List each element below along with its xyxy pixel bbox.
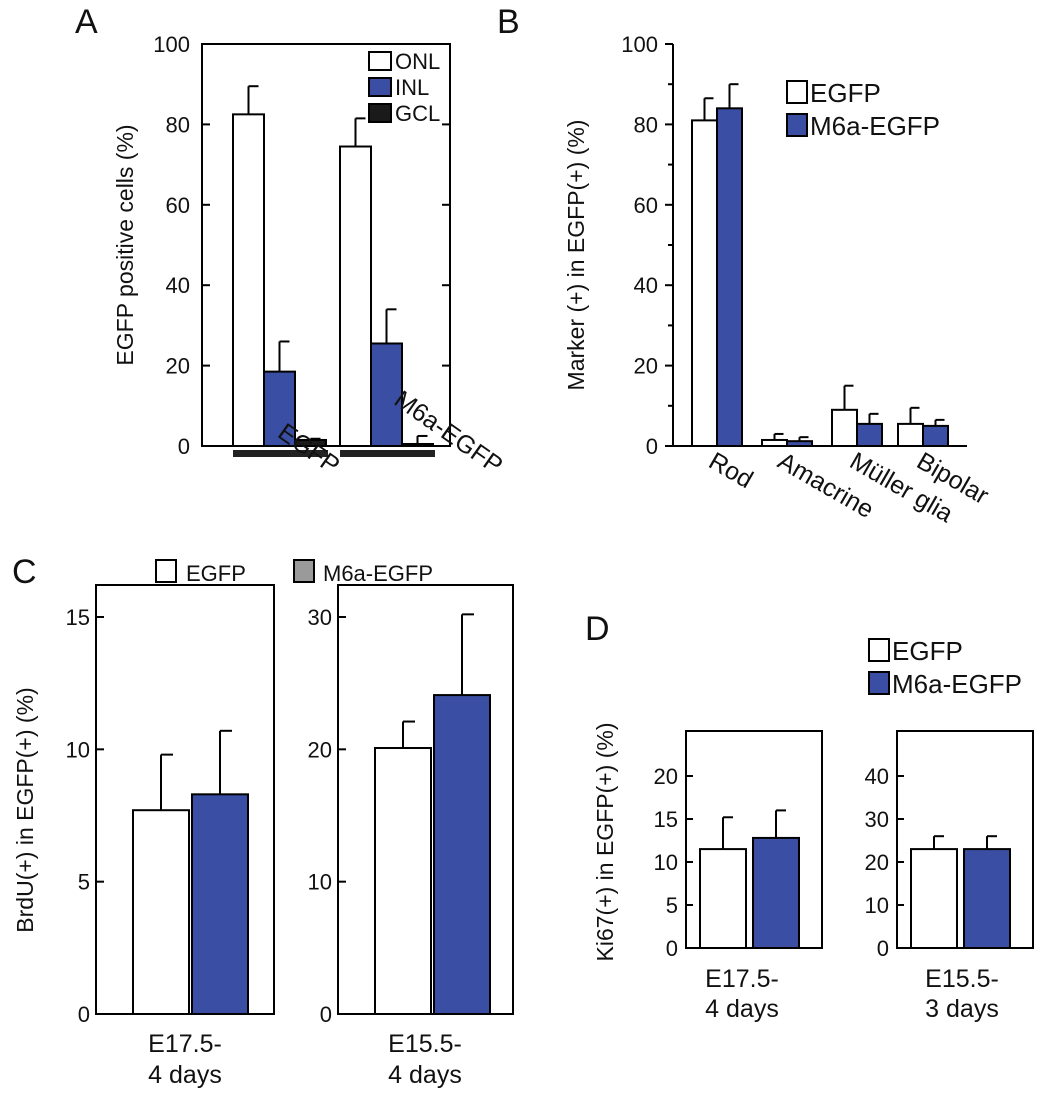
d-ytick-label: 10 [654, 850, 678, 875]
a-ytick-label: 100 [153, 32, 190, 57]
c-ytick-label: 30 [308, 605, 332, 630]
legend-label-b: M6a-EGFP [810, 111, 940, 141]
d-ytick-label: 10 [865, 893, 889, 918]
bar-a-inl [370, 342, 403, 447]
legend-label-b: EGFP [810, 78, 881, 108]
c-ytick-label: 10 [308, 870, 332, 895]
a-ytick-label: 0 [178, 434, 190, 459]
legend-swatch-d [868, 671, 890, 695]
b-ytick-label: 0 [646, 434, 658, 459]
b-ytick-label: 40 [634, 273, 658, 298]
bar-a-gcl [401, 442, 434, 447]
d-ytick-label: 0 [877, 936, 889, 961]
d-ytick-label: 40 [865, 764, 889, 789]
d-ytick-label: 20 [654, 764, 678, 789]
bar-b [716, 107, 743, 447]
b-ytick-label: 20 [634, 354, 658, 379]
legend-label-a: INL [395, 75, 429, 100]
panel-label-b: B [497, 3, 520, 41]
c-ytick-label: 20 [308, 737, 332, 762]
bar-d [963, 848, 1011, 949]
bar-b [761, 438, 788, 448]
legend-swatch-b [786, 80, 808, 104]
bar-d [752, 836, 800, 949]
d-ytick-label: 5 [666, 893, 678, 918]
xcat-d-line1: E15.5- [925, 965, 999, 993]
xcat-b: Rod [704, 447, 758, 494]
ylabel-b: Marker (+) in EGFP(+) (%) [563, 120, 589, 391]
legend-swatch-a [368, 51, 392, 71]
xcat-a: M6a-EGFP [389, 385, 507, 480]
bar-b [786, 440, 813, 447]
legend-label-a: ONL [395, 49, 440, 74]
bar-a-onl [232, 113, 265, 447]
legend-swatch-c [155, 559, 177, 583]
c-ytick-label: 0 [320, 1002, 332, 1027]
b-ytick-label: 100 [621, 32, 658, 57]
legend-label-c: EGFP [186, 561, 246, 586]
legend-swatch-c [293, 559, 315, 583]
bar-d [910, 848, 958, 949]
bar-b [831, 408, 858, 448]
panel-a: A EGFP positive cells (%) 0 20 40 60 80 100 EG… [75, 3, 508, 480]
xcat-d-line2: 3 days [925, 995, 999, 1023]
bar-a-inl [263, 370, 296, 448]
legend-label-d: EGFP [892, 636, 963, 666]
c-ytick-label: 10 [66, 737, 90, 762]
bar-b [897, 422, 924, 448]
c-ytick-label: 0 [78, 1002, 90, 1027]
ylabel-a: EGFP positive cells (%) [112, 124, 138, 365]
group-underline-a [233, 450, 328, 457]
panel-label-c: C [12, 553, 37, 591]
group-underline-a [340, 450, 435, 457]
panel-b: B Marker (+) in EGFP(+) (%) 0 20 40 60 80 100… [497, 3, 993, 528]
b-ytick-label: 80 [634, 112, 658, 137]
b-ytick-label: 60 [634, 193, 658, 218]
c-ytick-label: 15 [66, 605, 90, 630]
d-ytick-label: 0 [666, 936, 678, 961]
bar-c [132, 809, 190, 1015]
plot-c: EGFP M6a-EGFP 0 5 10 15 E17.5- 4 days 0 10 20 30 E15… [66, 559, 514, 1089]
xcat-c-line2: 4 days [388, 1061, 462, 1089]
bar-d [699, 848, 747, 949]
legend-swatch-b [786, 113, 808, 137]
d-ytick-label: 15 [654, 807, 678, 832]
bar-b [691, 119, 718, 447]
a-ytick-label: 20 [166, 354, 190, 379]
panel-c: C BrdU(+) in EGFP(+) (%) EGFP M6a-EGFP 0 5 1… [12, 553, 514, 1089]
ylabel-c: BrdU(+) in EGFP(+) (%) [12, 687, 38, 932]
bar-c [374, 747, 432, 1015]
xcat-d-line1: E17.5- [705, 965, 779, 993]
xcat-c-line2: 4 days [148, 1061, 222, 1089]
legend-swatch-a [368, 77, 392, 97]
xcat-c-line1: E17.5- [148, 1030, 222, 1058]
a-ytick-label: 60 [166, 193, 190, 218]
bar-a-onl [339, 145, 372, 447]
bar-b [922, 424, 949, 447]
panel-label-a: A [75, 3, 98, 41]
bar-b [856, 422, 883, 448]
legend-label-d: M6a-EGFP [892, 669, 1022, 699]
bar-c [433, 694, 491, 1015]
panel-label-d: D [585, 610, 610, 648]
d-ytick-label: 20 [865, 850, 889, 875]
a-ytick-label: 40 [166, 273, 190, 298]
legend-swatch-a [368, 103, 392, 123]
c-ytick-label: 5 [78, 870, 90, 895]
d-ytick-label: 30 [865, 807, 889, 832]
legend-swatch-d [868, 638, 890, 662]
xcat-a: EGFP [273, 418, 345, 480]
xcat-d-line2: 4 days [705, 995, 779, 1023]
legend-label-a: GCL [395, 101, 440, 126]
ylabel-d: Ki67(+) in EGFP(+) (%) [592, 723, 618, 962]
xcat-c-line1: E15.5- [388, 1030, 462, 1058]
a-ytick-label: 80 [166, 112, 190, 137]
legend-label-c: M6a-EGFP [323, 561, 433, 586]
bar-c [191, 793, 249, 1015]
